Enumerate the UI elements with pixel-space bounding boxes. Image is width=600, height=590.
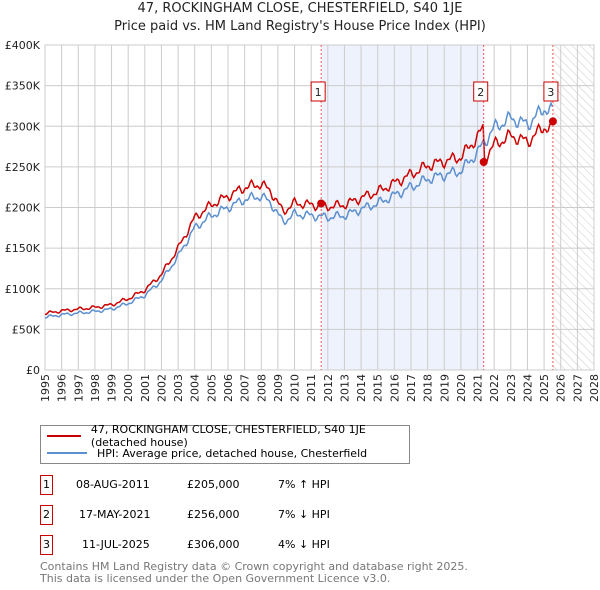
- sale-badge: [473, 81, 489, 102]
- transaction-row: 2 17-MAY-2021 £256,000 7% ↓ HPI: [40, 505, 440, 525]
- x-tick-label: 2008: [255, 374, 268, 402]
- legend-red-line: [47, 435, 81, 437]
- legend-red-label: 47, ROCKINGHAM CLOSE, CHESTERFIELD, S40 …: [90, 423, 366, 449]
- y-tick-label: £100K: [5, 283, 41, 296]
- sale-point: [317, 199, 326, 208]
- x-tick-label: 2026: [555, 374, 568, 402]
- legend-blue-label: HPI: Average price, detached house, Ches…: [97, 446, 368, 460]
- x-tick-label: 2006: [222, 374, 235, 402]
- sale-badge-label: 3: [547, 86, 554, 99]
- sale-badge-label: 2: [477, 86, 484, 99]
- y-tick-label: £250K: [5, 161, 41, 174]
- hpi-diff: 7% ↓ HPI: [278, 508, 330, 521]
- x-tick-label: 2009: [272, 374, 285, 402]
- x-tick-label: 1996: [56, 374, 69, 402]
- sale-price: £256,000: [187, 508, 240, 521]
- x-tick-label: 1997: [72, 374, 85, 402]
- x-tick-label: 2028: [588, 374, 600, 402]
- legend: 47, ROCKINGHAM CLOSE, CHESTERFIELD, S40 …: [40, 423, 410, 464]
- plot-border: [44, 44, 595, 371]
- y-tick-label: £50K: [12, 323, 41, 336]
- x-tick-label: 2002: [155, 374, 168, 402]
- x-tick-label: 2014: [355, 374, 368, 402]
- y-tick-label: £350K: [5, 80, 41, 93]
- marker-badge: 1: [40, 475, 53, 495]
- plot-area: 1995 1996 1997 1998 1999 2000 2001 2002 2003 2004…: [5, 39, 600, 402]
- x-tick-label: 2023: [505, 374, 518, 402]
- x-tick-label: 2025: [538, 374, 551, 402]
- x-tick-label: 2012: [322, 374, 335, 402]
- chart-subtitle: Price paid vs. HM Land Registry's House …: [114, 19, 486, 34]
- x-tick-label: 2021: [472, 374, 485, 402]
- hpi-diff: 7% ↑ HPI: [278, 478, 330, 491]
- y-tick-label: £150K: [5, 242, 41, 255]
- x-tick-label: 2024: [521, 374, 534, 402]
- x-tick-label: 2022: [488, 374, 501, 402]
- x-tick-label: 2020: [455, 374, 468, 402]
- y-tick-label: £300K: [5, 120, 41, 133]
- x-tick-label: 2010: [289, 374, 302, 402]
- sale-price: £205,000: [187, 478, 240, 491]
- y-tick-label: £200K: [5, 202, 41, 215]
- x-tick-label: 2004: [189, 374, 202, 402]
- x-tick-label: 2011: [305, 374, 318, 402]
- x-tick-label: 2019: [438, 374, 451, 402]
- x-tick-label: 2001: [139, 374, 152, 402]
- x-tick-label: 2003: [172, 374, 185, 402]
- sale-point: [479, 158, 488, 166]
- x-tick-label: 2017: [405, 374, 418, 402]
- sale-badge: [310, 81, 326, 102]
- x-tick-label: 2027: [571, 374, 584, 402]
- x-tick-label: 2013: [338, 374, 351, 402]
- y-tick-label: £0: [26, 364, 40, 377]
- x-tick-label: 2000: [122, 374, 135, 402]
- sale-date: 08-AUG-2011: [76, 478, 150, 491]
- footer-licence: This data is licensed under the Open Gov…: [40, 572, 391, 585]
- sale-date: 11-JUL-2025: [82, 538, 150, 551]
- sale-date: 17-MAY-2021: [79, 508, 151, 521]
- hpi-line: [44, 101, 554, 319]
- price-paid-line: [44, 119, 554, 316]
- transaction-row: 3 11-JUL-2025 £306,000 4% ↓ HPI: [40, 535, 440, 555]
- sale-point: [548, 117, 557, 126]
- x-tick-label: 1999: [106, 374, 119, 402]
- x-tick-label: 2018: [422, 374, 435, 402]
- chart-title: 47, ROCKINGHAM CLOSE, CHESTERFIELD, S40 …: [137, 1, 463, 16]
- x-tick-label: 1995: [39, 374, 52, 402]
- marker-badge: 3: [40, 535, 53, 555]
- footer-copyright: Contains HM Land Registry data © Crown c…: [40, 560, 468, 573]
- x-tick-label: 2005: [205, 374, 218, 402]
- sale-price: £306,000: [187, 538, 240, 551]
- x-tick-label: 2016: [388, 374, 401, 402]
- sale-badge-label: 1: [315, 86, 322, 99]
- x-tick-label: 1998: [89, 374, 102, 402]
- marker-badge: 2: [40, 505, 53, 525]
- hpi-diff: 4% ↓ HPI: [278, 538, 330, 551]
- transaction-row: 1 08-AUG-2011 £205,000 7% ↑ HPI: [40, 475, 440, 495]
- sale-badge: [543, 81, 559, 102]
- legend-blue-line: [47, 452, 87, 454]
- y-tick-label: £400K: [5, 39, 41, 52]
- x-tick-label: 2007: [239, 374, 252, 402]
- x-tick-label: 2015: [372, 374, 385, 402]
